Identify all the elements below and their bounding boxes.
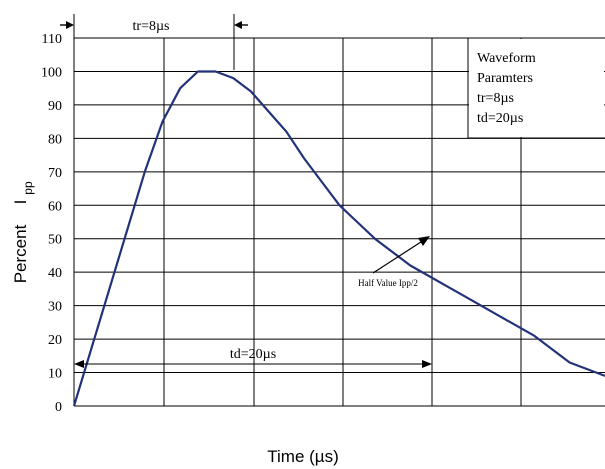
y-tick-label: 60 — [48, 199, 62, 214]
tr-left-arrow-head — [66, 21, 74, 29]
y-axis-title-group: Percent I pp — [11, 181, 35, 283]
y-axis-title-subscript: pp — [21, 181, 35, 195]
td-label: td=20µs — [230, 347, 276, 362]
td-left-arrow-head — [74, 360, 84, 368]
tr-label: tr=8µs — [133, 19, 170, 34]
param-box-line: Paramters — [477, 71, 533, 86]
y-axis-title: Percent — [11, 224, 30, 283]
waveform-line — [72, 70, 605, 407]
x-axis-title: Time (µs) — [267, 447, 339, 466]
param-box-line: td=20µs — [477, 111, 523, 126]
y-tick-labels: 0 10 20 30 40 50 60 70 80 90 100 110 — [41, 32, 62, 415]
series-layer — [72, 70, 605, 407]
y-tick-label: 20 — [48, 333, 62, 348]
y-tick-label: 100 — [41, 65, 62, 80]
y-tick-label: 0 — [55, 400, 62, 415]
y-tick-label: 110 — [42, 32, 62, 47]
td-right-arrow-head — [422, 360, 432, 368]
param-box-fill — [469, 39, 604, 137]
chart-grid — [73, 37, 605, 407]
annotations-layer: tr=8µs td=20µs Half Value Ipp/2 Waveform Par… — [60, 14, 605, 382]
y-axis-title-i: I — [11, 200, 30, 205]
y-tick-label: 50 — [48, 233, 62, 248]
half-value-arrow-shaft — [372, 239, 425, 274]
y-tick-label: 70 — [48, 166, 62, 181]
y-tick-label: 90 — [48, 99, 62, 114]
y-tick-label: 10 — [48, 367, 62, 382]
param-box-line: Waveform — [477, 51, 536, 66]
y-tick-label: 40 — [48, 266, 62, 281]
half-value-label: Half Value Ipp/2 — [358, 278, 418, 288]
param-box-line: tr=8µs — [477, 91, 514, 106]
tr-right-arrow-head — [234, 21, 242, 29]
y-tick-label: 30 — [48, 300, 62, 315]
y-tick-label: 80 — [48, 132, 62, 147]
half-value-arrow-head — [418, 236, 430, 246]
